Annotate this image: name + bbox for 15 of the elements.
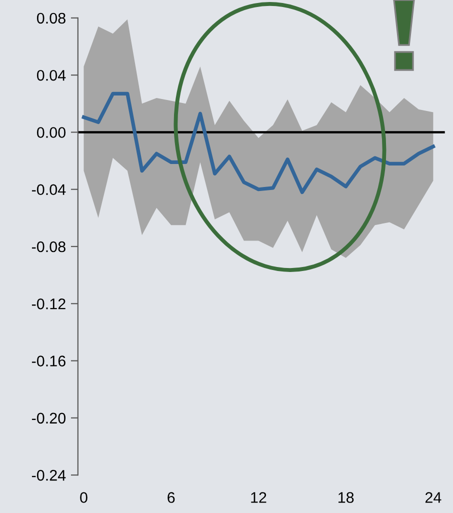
y-tick-label: 0.00 bbox=[36, 127, 66, 138]
y-tick-label: -0.16 bbox=[32, 356, 66, 366]
y-tick-label: -0.08 bbox=[32, 241, 66, 252]
x-tick-label: 24 bbox=[425, 492, 442, 503]
x-tick-label: 12 bbox=[251, 492, 266, 503]
y-tick-label: 0.08 bbox=[36, 12, 66, 24]
y-tick-label: -0.24 bbox=[32, 470, 66, 481]
x-tick-label: 6 bbox=[168, 492, 175, 503]
y-tick-label: -0.20 bbox=[32, 412, 66, 424]
y-tick-label: 0.04 bbox=[36, 70, 66, 81]
line-series bbox=[82, 92, 435, 194]
x-tick-label: 18 bbox=[338, 492, 354, 503]
x-tick-label: 0 bbox=[80, 492, 88, 503]
y-tick-label: -0.12 bbox=[32, 298, 66, 310]
y-tick-label: -0.04 bbox=[32, 184, 66, 196]
